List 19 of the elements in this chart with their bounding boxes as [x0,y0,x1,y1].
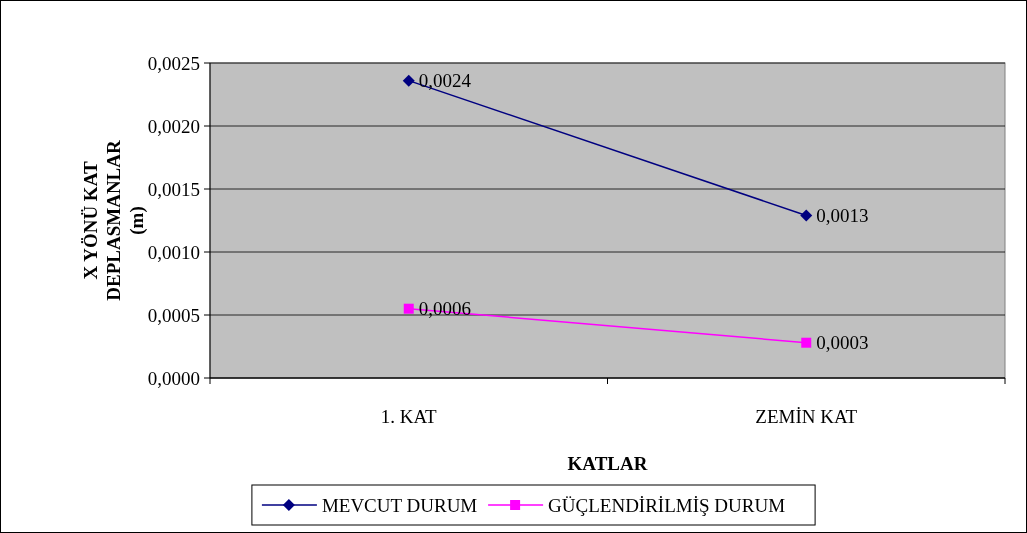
data-label: 0,0024 [418,70,472,92]
point [800,209,813,222]
point [402,74,415,87]
y-tick-label: 0,0020 [147,115,200,137]
y-tick-label: 0,0025 [147,52,200,74]
x-tick-label: 1. KAT [380,406,438,427]
y-tick-label: 0,0005 [147,304,200,326]
x-tick-label: ZEMİN KAT [755,406,858,427]
point [403,303,414,314]
legend-label: MEVCUT DURUM [321,494,478,516]
data-label: 0,0013 [816,205,869,227]
y-tick-label: 0,0015 [147,178,200,200]
point [801,337,812,348]
y-tick-label: 0,0000 [147,367,200,389]
legend-label: GÜÇLENDİRİLMİŞ DURUM [548,494,786,516]
y-axis-title: X YÖNÜ KAT DEPLASMANLAR (m) [80,140,148,301]
data-label: 0,0003 [816,332,869,354]
x-axis-title: KATLAR [567,453,648,474]
y-tick-label: 0,0010 [147,241,200,263]
